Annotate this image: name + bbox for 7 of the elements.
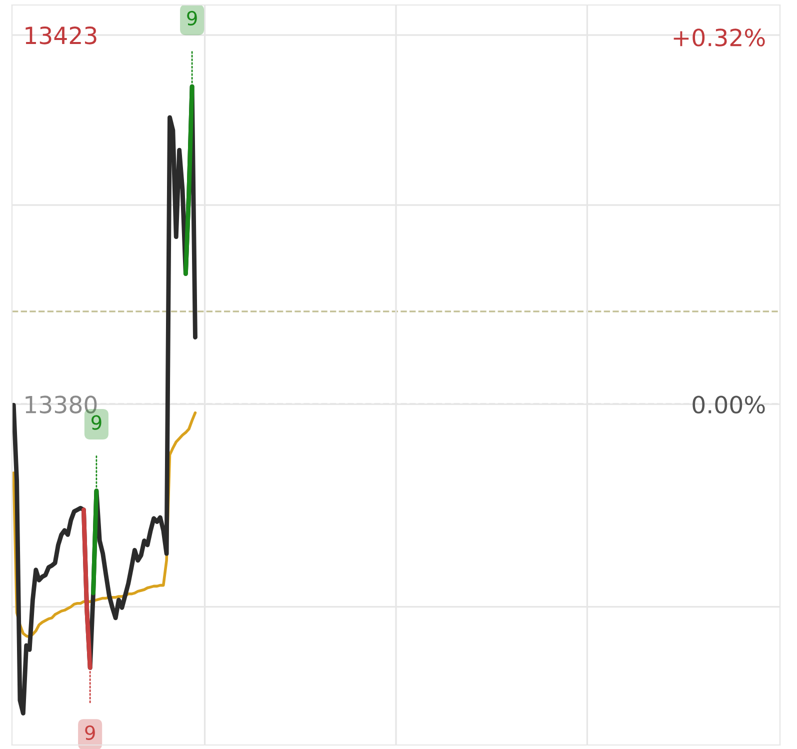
y-tick-label: 13423 [26, 26, 96, 44]
y-tick-label: 13380 [26, 396, 97, 414]
annotation: 9 [85, 725, 95, 740]
annotation: 9 [91, 415, 102, 430]
y2-tick-label: 0.00% [692, 396, 765, 414]
y2-tick-label: +0.32% [674, 28, 765, 46]
annotation: 9 [187, 10, 197, 26]
